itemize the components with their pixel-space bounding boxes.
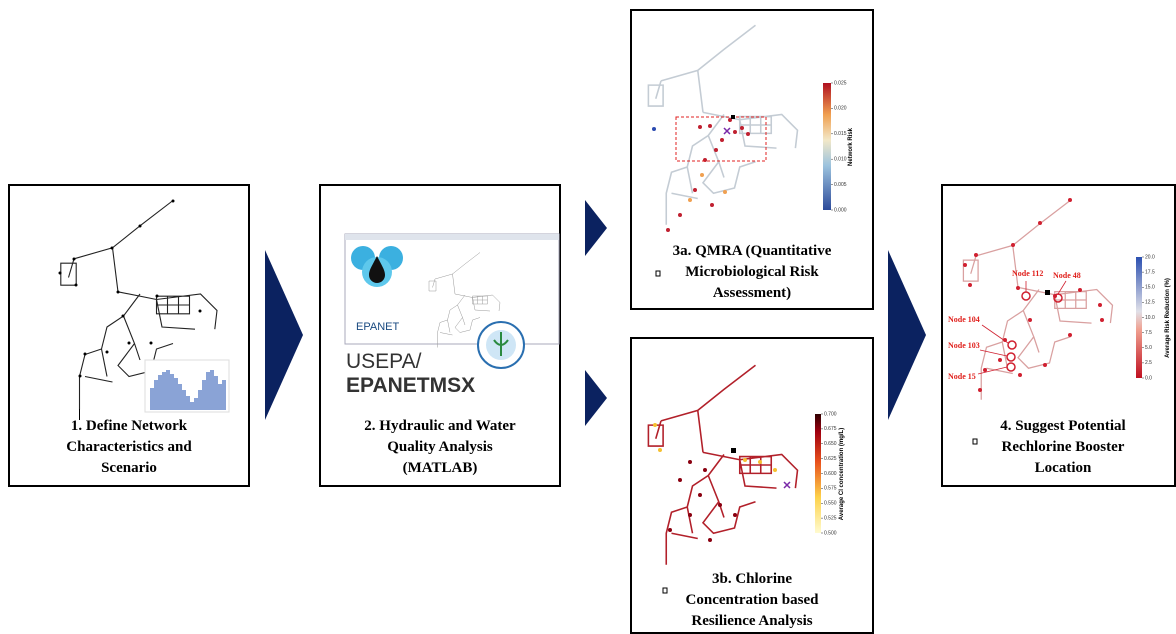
colorbar-tick-label: 0.000 [834,207,847,213]
caption: Quality Analysis [387,439,493,455]
colorbar-tick-label: 0.575 [824,486,837,492]
colorbar-tick-label: 0.010 [834,157,847,163]
caption: Scenario [101,460,157,476]
caption: Assessment) [713,285,791,301]
colorbar-tick-label: 12.5 [1145,300,1155,306]
colorbar-label: Average Cl concentration (mg/L) [839,428,845,520]
colorbar-tick-label: 0.650 [824,441,837,447]
node-label: Node 104 [948,315,980,324]
colorbar-tick-label: 0.025 [834,80,847,86]
node-label: Node 103 [948,341,980,350]
source-marker: ✕ [782,480,791,492]
colorbar-tick-label: 0.675 [824,426,837,432]
node-label: Node 112 [1012,269,1043,278]
tank [731,448,736,453]
source-marker: ✕ [722,126,731,138]
colorbar [823,83,831,210]
tank [1045,290,1050,295]
epa-seal [478,322,524,368]
colorbar-tick-label: 5.0 [1145,345,1152,351]
arrow [888,250,926,420]
diagram: 1. Define Network Characteristics and Sc… [0,0,1176,634]
window-bar [345,234,559,240]
caption: Resilience Analysis [691,613,812,629]
colorbar-tick-label: 0.015 [834,131,847,137]
logo-text: EPANET [356,321,399,333]
caption: 2. Hydraulic and Water [364,418,516,434]
arrow [585,370,607,426]
colorbar-tick-label: 10.0 [1145,315,1155,321]
demand-histogram [145,360,229,412]
caption: 3a. QMRA (Quantitative [673,243,832,259]
logo-text: USEPA/ [346,350,422,373]
colorbar-tick-label: 0.020 [834,106,847,112]
colorbar-tick-label: 0.0 [1145,375,1152,381]
caption: Location [1035,460,1092,476]
page: Network resilience workflow html, body {… [0,0,1176,634]
colorbar-tick-label: 0.625 [824,456,837,462]
colorbar-label: Average Risk Reduction (%) [1165,278,1171,358]
logo-text: EPANETMSX [346,374,475,397]
caption: 4. Suggest Potential [1000,418,1125,434]
node-label: Node 15 [948,372,976,381]
colorbar-tick-label: 7.5 [1145,330,1152,336]
caption: 1. Define Network [71,418,188,434]
colorbar-tick-label: 20.0 [1145,254,1155,260]
caption: Characteristics and [66,439,192,455]
colorbar-label: Network Risk [848,127,854,166]
arrow [585,200,607,256]
caption: Concentration based [686,592,820,608]
arrow [265,250,303,420]
node-label: Node 48 [1053,271,1081,280]
tank [731,115,735,119]
colorbar-tick-label: 17.5 [1145,269,1155,275]
caption: (MATLAB) [403,460,478,476]
colorbar [815,414,821,533]
colorbar-tick-label: 2.5 [1145,360,1152,366]
colorbar-tick-label: 0.700 [824,411,837,417]
caption: Rechlorine Booster [1002,439,1125,455]
caption: 3b. Chlorine [712,571,792,587]
colorbar-tick-label: 0.500 [824,530,837,536]
colorbar [1136,257,1142,378]
caption: Microbiological Risk [685,264,819,280]
colorbar-tick-label: 0.600 [824,471,837,477]
colorbar-tick-label: 0.550 [824,501,837,507]
colorbar-tick-label: 0.005 [834,182,847,188]
colorbar-tick-label: 0.525 [824,515,837,521]
body: {"steps": [ {"caption": ["1. Define Netw… [0,0,1176,634]
node [652,127,656,131]
colorbar-tick-label: 15.0 [1145,285,1155,291]
